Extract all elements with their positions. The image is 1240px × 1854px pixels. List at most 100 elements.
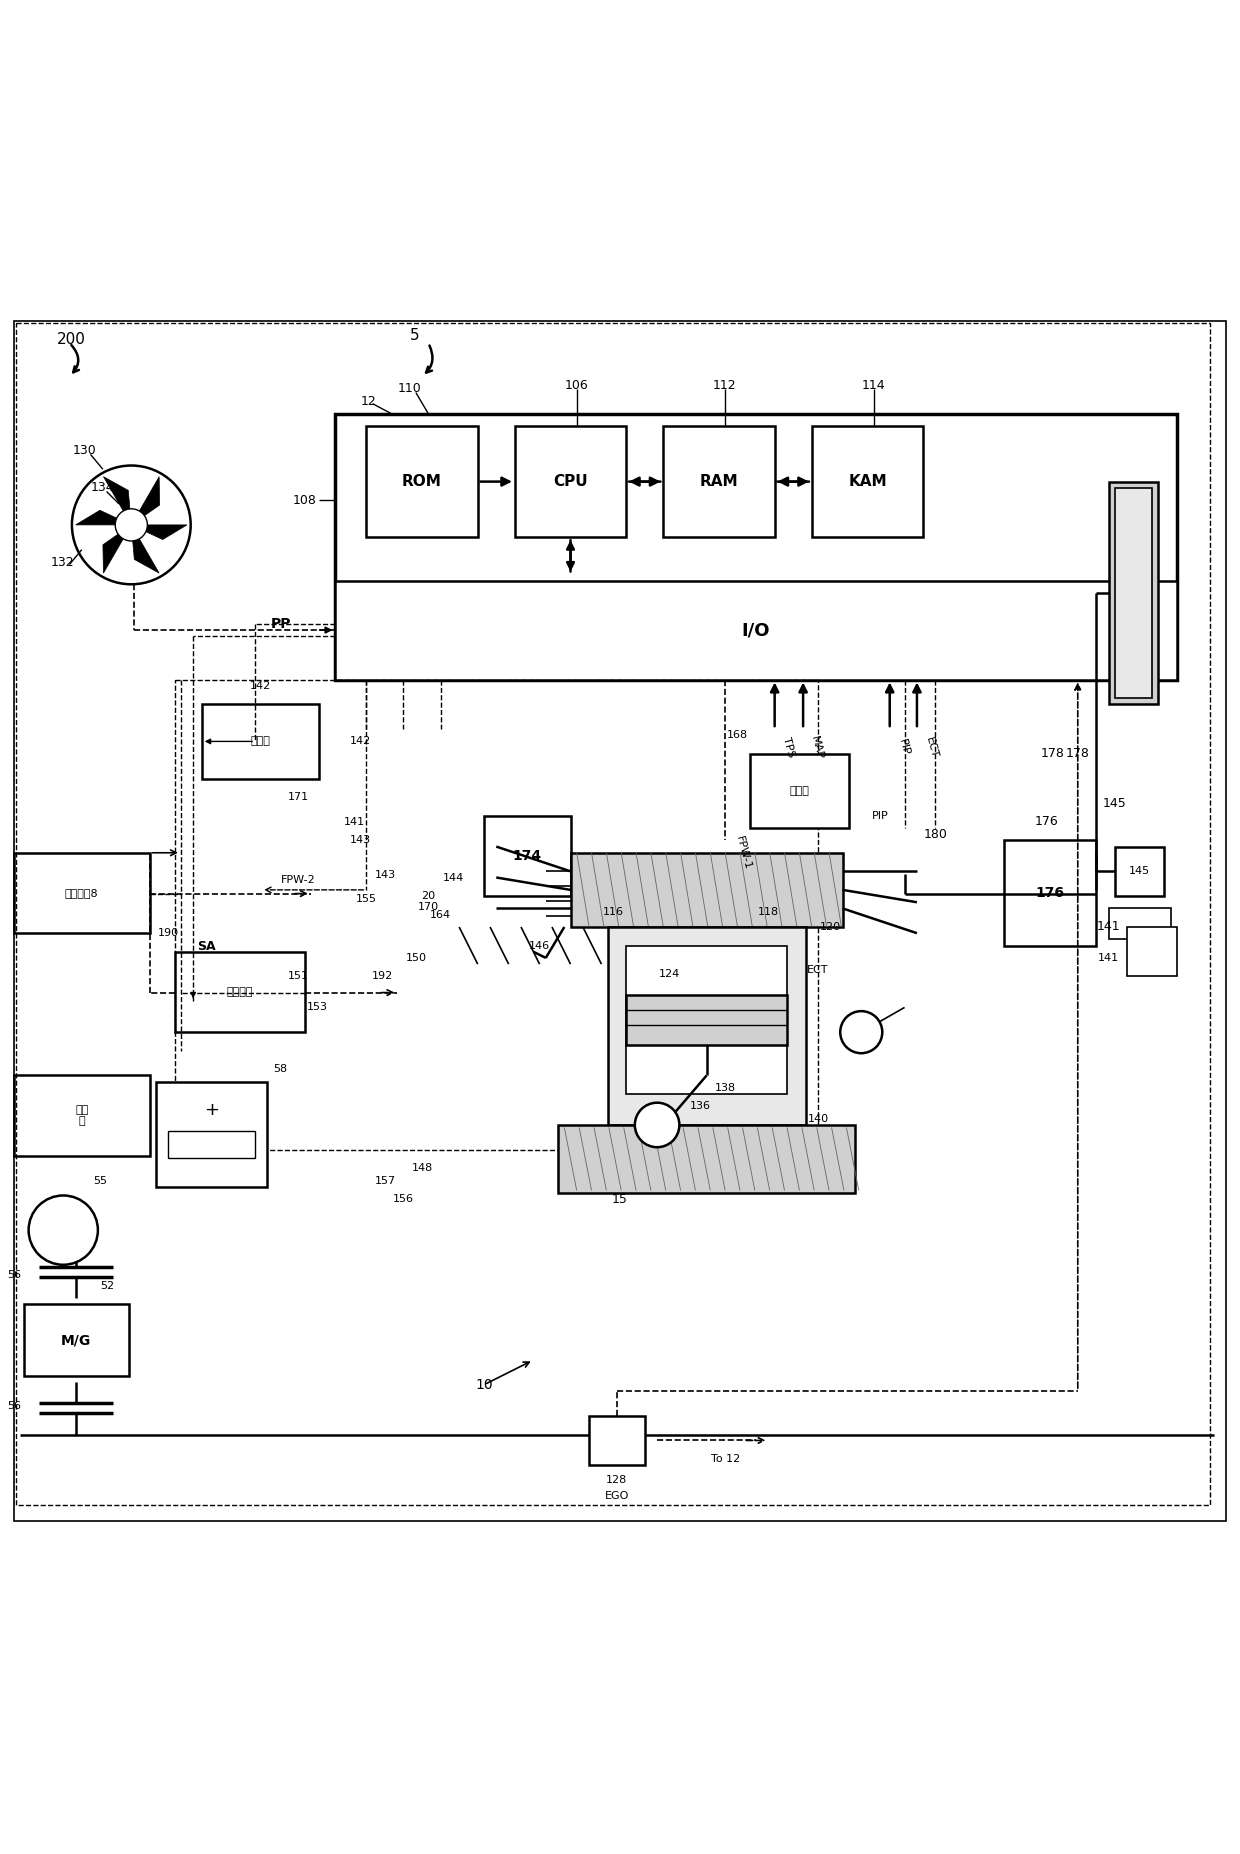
Text: 20: 20 — [422, 892, 435, 901]
Text: 138: 138 — [714, 1083, 735, 1092]
Bar — [1109, 482, 1158, 705]
Text: 157: 157 — [374, 1175, 396, 1185]
Bar — [156, 1081, 268, 1187]
Bar — [750, 755, 849, 829]
Text: 140: 140 — [807, 1114, 828, 1124]
Bar — [608, 927, 806, 1125]
Bar — [484, 816, 570, 895]
Polygon shape — [103, 525, 131, 573]
Bar — [515, 426, 626, 538]
Text: 141: 141 — [1099, 953, 1120, 962]
Text: 120: 120 — [820, 921, 841, 933]
Text: EGO: EGO — [605, 1491, 629, 1502]
Text: 15: 15 — [613, 1192, 627, 1205]
Bar — [202, 705, 320, 779]
Bar — [336, 413, 1177, 680]
Text: 132: 132 — [51, 556, 74, 569]
Text: 200: 200 — [57, 332, 86, 347]
Text: FPW-1: FPW-1 — [734, 834, 753, 871]
Text: 58: 58 — [273, 1064, 286, 1073]
Bar — [175, 951, 305, 1033]
Bar — [24, 1305, 129, 1376]
Text: 146: 146 — [529, 940, 551, 951]
Text: 118: 118 — [758, 907, 779, 918]
Text: 176: 176 — [1035, 816, 1059, 829]
Text: 151: 151 — [288, 971, 309, 981]
Text: RAM: RAM — [699, 475, 738, 489]
Text: +: + — [205, 1101, 219, 1120]
Text: 变速
器: 变速 器 — [76, 1105, 88, 1127]
Text: 171: 171 — [288, 792, 309, 803]
Text: ECT: ECT — [807, 966, 828, 975]
Text: 驱动器: 驱动器 — [790, 786, 810, 795]
Text: 180: 180 — [924, 827, 947, 840]
Text: To 12: To 12 — [711, 1454, 740, 1465]
Text: 56: 56 — [6, 1402, 21, 1411]
Text: MAP: MAP — [810, 734, 825, 760]
Text: 178: 178 — [1066, 747, 1090, 760]
Bar — [1115, 488, 1152, 699]
Text: FPW-2: FPW-2 — [281, 875, 316, 884]
Text: 192: 192 — [372, 971, 393, 981]
Polygon shape — [103, 476, 131, 525]
Circle shape — [841, 1010, 883, 1053]
Text: PIP: PIP — [897, 738, 911, 756]
Bar — [626, 946, 787, 1094]
Text: M/G: M/G — [61, 1333, 92, 1348]
Text: 124: 124 — [658, 970, 680, 979]
Text: 10: 10 — [475, 1378, 492, 1392]
Text: 170: 170 — [418, 903, 439, 912]
Text: 164: 164 — [430, 910, 451, 920]
Bar — [366, 426, 477, 538]
Text: PP: PP — [272, 617, 291, 630]
Text: 5: 5 — [409, 328, 419, 343]
Text: 168: 168 — [727, 730, 748, 740]
Text: 134: 134 — [91, 482, 114, 495]
Text: 153: 153 — [306, 1003, 327, 1012]
Bar — [14, 853, 150, 933]
Text: 155: 155 — [356, 894, 377, 903]
Text: 148: 148 — [412, 1162, 433, 1174]
Text: 141: 141 — [343, 818, 365, 827]
Text: 116: 116 — [604, 907, 624, 918]
Text: 174: 174 — [512, 849, 542, 862]
Text: 106: 106 — [564, 378, 588, 391]
Bar — [336, 580, 1177, 680]
Text: 128: 128 — [606, 1476, 627, 1485]
Text: TPS: TPS — [781, 736, 796, 758]
Text: 55: 55 — [93, 1175, 108, 1185]
Circle shape — [29, 1196, 98, 1264]
Text: 156: 156 — [393, 1194, 414, 1205]
Text: 燃料系统8: 燃料系统8 — [64, 888, 99, 897]
Text: 144: 144 — [443, 873, 464, 883]
Text: 142: 142 — [350, 736, 371, 747]
Text: 114: 114 — [862, 378, 885, 391]
Bar — [663, 426, 775, 538]
Text: 141: 141 — [1097, 920, 1121, 934]
Bar — [1127, 927, 1177, 977]
Bar — [812, 426, 923, 538]
Text: 点火系统: 点火系统 — [227, 986, 253, 997]
Text: 130: 130 — [73, 445, 97, 458]
Circle shape — [635, 1103, 680, 1148]
Text: 136: 136 — [689, 1101, 711, 1111]
Text: 143: 143 — [374, 870, 396, 881]
Bar — [1003, 840, 1096, 946]
Text: ECT: ECT — [924, 736, 940, 760]
Polygon shape — [131, 525, 187, 540]
Text: 190: 190 — [157, 929, 179, 938]
Bar — [175, 680, 818, 1149]
Text: 142: 142 — [250, 680, 272, 692]
Bar — [1109, 908, 1171, 940]
Circle shape — [123, 515, 140, 534]
Text: 56: 56 — [6, 1270, 21, 1279]
Bar — [558, 1125, 856, 1192]
Text: 108: 108 — [293, 493, 317, 506]
Text: 驱动器: 驱动器 — [250, 736, 270, 747]
Text: KAM: KAM — [848, 475, 887, 489]
Bar — [1115, 847, 1164, 895]
Bar — [14, 1075, 150, 1155]
Text: PIP: PIP — [872, 810, 888, 821]
Bar — [589, 1416, 645, 1465]
Text: 110: 110 — [397, 382, 422, 395]
